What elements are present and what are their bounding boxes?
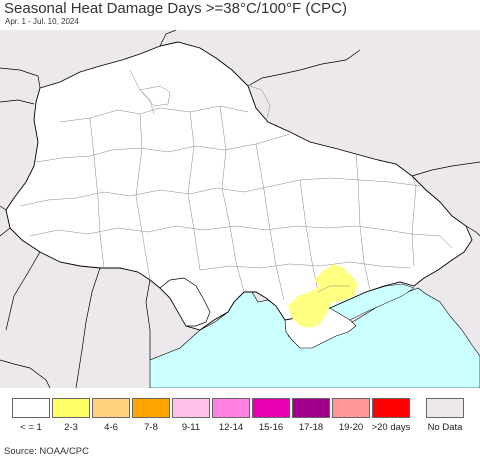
legend-label-9-11: 9-11 — [181, 422, 201, 433]
legend-label-19-20: 19-20 — [338, 422, 364, 433]
legend-label-no-data: No Data — [427, 422, 463, 433]
map-subtitle: Apr. 1 - Jul. 10, 2024 — [5, 17, 79, 26]
legend-label-15-16: 15-16 — [258, 422, 284, 433]
legend-swatch-2-3 — [52, 398, 90, 418]
heat-area-2-3-days-north — [314, 264, 350, 286]
country-boundaries — [0, 30, 480, 388]
legend-swatch-19-20 — [332, 398, 370, 418]
legend-swatch-9-11 — [172, 398, 210, 418]
legend-label-le1: < = 1 — [20, 422, 42, 433]
heat-damage-map — [0, 30, 480, 388]
legend-label-12-14: 12-14 — [218, 422, 244, 433]
legend-swatch-7-8 — [132, 398, 170, 418]
legend-swatch-le1 — [12, 398, 50, 418]
heat-area-2-3-days — [288, 270, 358, 328]
legend-label-7-8: 7-8 — [144, 422, 158, 433]
legend-label-gt20: >20 days — [371, 422, 411, 433]
ukraine-region — [5, 41, 473, 331]
oblast-boundaries — [19, 69, 453, 301]
legend-label-2-3: 2-3 — [64, 422, 78, 433]
legend-swatch-4-6 — [92, 398, 130, 418]
legend-swatch-17-18 — [292, 398, 330, 418]
legend-swatch-no-data — [426, 398, 464, 418]
legend-swatch-15-16 — [252, 398, 290, 418]
moldova — [159, 277, 211, 327]
map-title: Seasonal Heat Damage Days >=38°C/100°F (… — [4, 0, 347, 17]
legend-swatch-gt20 — [372, 398, 410, 418]
legend-label-4-6: 4-6 — [104, 422, 118, 433]
legend: < = 1 2-3 4-6 7-8 9-11 12-14 15-16 17-18… — [12, 398, 472, 438]
legend-label-17-18: 17-18 — [298, 422, 324, 433]
legend-swatch-12-14 — [212, 398, 250, 418]
source-credit: Source: NOAA/CPC — [4, 446, 89, 457]
